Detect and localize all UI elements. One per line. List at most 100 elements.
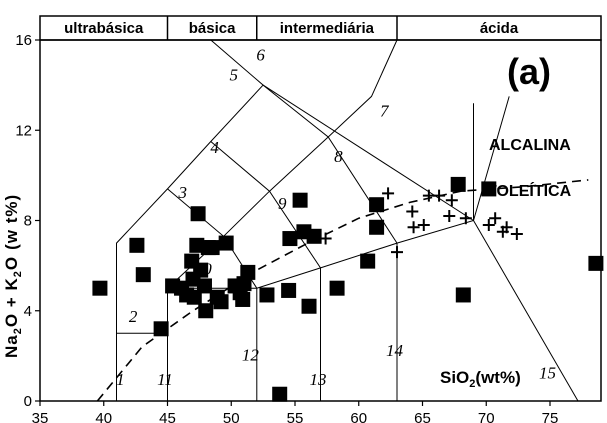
plus-point (319, 232, 332, 245)
square-point (292, 192, 308, 208)
square-point (301, 298, 317, 314)
square-point (236, 276, 252, 292)
field-boundary (473, 220, 579, 402)
field-boundary (210, 141, 321, 401)
field-boundary (116, 39, 264, 401)
data-points (92, 176, 604, 402)
y-axis-ticks: 0 4 8 12 16 (15, 32, 40, 410)
square-point (369, 219, 385, 235)
y-tick-label: 8 (24, 213, 32, 230)
plus-point (482, 219, 495, 232)
y-axis-label: Na2O + K2O(w t%) (2, 194, 24, 358)
field-number-14: 14 (386, 341, 404, 360)
band-label-3: ácida (480, 20, 519, 37)
field-number-6: 6 (256, 45, 265, 64)
square-point (213, 294, 229, 310)
square-point (360, 253, 376, 269)
y-tick-label: 16 (15, 32, 32, 49)
field-number-15: 15 (539, 363, 556, 382)
x-axis-label: SiO2(wt%) (440, 368, 521, 390)
field-number-5: 5 (230, 66, 239, 85)
square-point (186, 289, 202, 305)
x-tick-label: 55 (287, 410, 304, 423)
field-boundary (262, 84, 398, 401)
y-label-o: O (2, 256, 21, 270)
square-point (272, 386, 288, 402)
y-label-subscript-2: 2 (12, 270, 24, 277)
plus-point (417, 219, 430, 232)
square-point (306, 228, 322, 244)
square-point (204, 240, 220, 256)
plus-point (391, 246, 403, 259)
y-label-unit: (w t%) (2, 194, 21, 250)
square-point (240, 264, 256, 280)
plus-point (445, 194, 458, 207)
square-point (481, 181, 497, 197)
panel-label: (a) (507, 51, 551, 92)
y-label-na: Na (2, 334, 21, 358)
band-label-0: ultrabásica (64, 20, 144, 37)
square-point (369, 197, 385, 213)
plus-point (500, 221, 513, 234)
field-number-9: 9 (278, 194, 287, 213)
field-number-3: 3 (178, 183, 188, 202)
square-point (329, 280, 345, 296)
x-tick-label: 50 (223, 410, 240, 423)
plus-point (422, 189, 435, 202)
square-point (281, 282, 297, 298)
x-tick-label: 35 (32, 410, 49, 423)
square-point (218, 235, 234, 251)
square-point (193, 262, 209, 278)
plus-point (382, 187, 395, 200)
square-point (92, 280, 108, 296)
x-tick-label: 65 (414, 410, 431, 423)
tas-field-boundaries (116, 39, 579, 402)
square-point (235, 291, 251, 307)
square-point (135, 267, 151, 283)
square-point (282, 231, 298, 247)
square-point (455, 287, 471, 303)
x-tick-label: 75 (542, 410, 559, 423)
x-tick-label: 45 (159, 410, 176, 423)
band-label-1: básica (189, 20, 236, 37)
y-tick-label: 12 (15, 122, 32, 139)
field-number-11: 11 (157, 370, 173, 389)
plus-point (510, 228, 523, 241)
plus-point (407, 221, 420, 234)
field-number-4: 4 (210, 138, 219, 157)
composition-bands: ultrabásica básica intermediária ácida (39, 15, 602, 41)
x-tick-label: 70 (478, 410, 495, 423)
field-number-12: 12 (242, 345, 260, 364)
square-point (153, 321, 169, 337)
field-number-7: 7 (380, 102, 390, 121)
field-boundary (116, 96, 510, 334)
y-tick-label: 4 (24, 303, 32, 320)
x-label-subscript: 2 (469, 378, 475, 390)
band-label-2: intermediária (280, 20, 375, 37)
square-point (450, 176, 466, 192)
toleitica-label: TOLEÍTICA (487, 181, 572, 200)
x-tick-label: 40 (95, 410, 112, 423)
field-number-2: 2 (129, 307, 138, 326)
alcalina-label: ALCALINA (489, 137, 571, 154)
x-tick-label: 60 (350, 410, 367, 423)
x-label-sio: SiO (440, 368, 469, 387)
plus-point (443, 209, 456, 222)
y-label-k: O + K (2, 277, 21, 327)
plus-point (406, 205, 419, 218)
plus-point (489, 212, 502, 225)
plus-point (433, 189, 446, 202)
field-number-8: 8 (334, 147, 343, 166)
square-point (189, 237, 205, 253)
square-point (190, 206, 206, 222)
square-point (588, 255, 604, 271)
square-point (198, 303, 214, 319)
x-axis-ticks: 35 40 45 50 55 60 65 70 75 (32, 401, 559, 423)
plus-point (459, 212, 472, 225)
square-point (129, 237, 145, 253)
field-number-13: 13 (309, 370, 326, 389)
field-number-1: 1 (116, 370, 125, 389)
y-label-subscript-1: 2 (12, 327, 24, 334)
x-label-unit: (wt%) (475, 368, 520, 387)
